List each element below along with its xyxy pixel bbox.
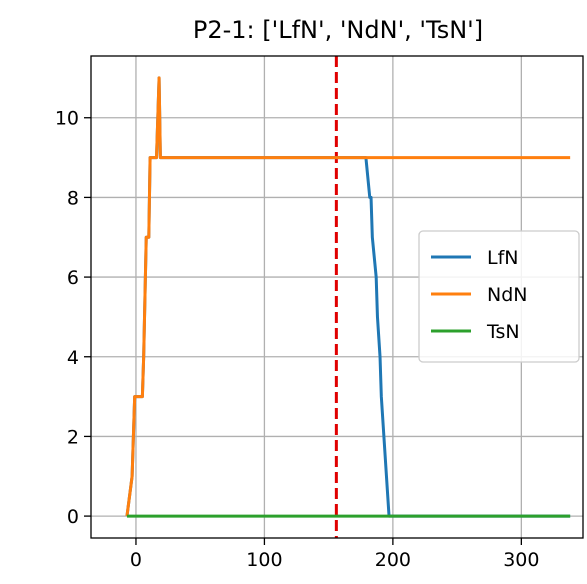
legend-box [418, 230, 580, 363]
y-tick-label: 6 [67, 267, 79, 289]
legend: LfN NdN TsN [418, 230, 580, 363]
y-tick-label: 10 [55, 108, 79, 130]
ticks: 0 100 200 300 0 2 4 6 8 10 [55, 108, 540, 571]
x-tick-label: 100 [246, 549, 282, 571]
y-tick-label: 0 [67, 506, 79, 528]
series-layer [125, 76, 571, 518]
legend-label-ndn: NdN [487, 284, 528, 306]
chart-title: P2-1: ['LfN', 'NdN', 'TsN'] [193, 16, 483, 44]
y-tick-label: 4 [67, 347, 79, 369]
series-line-ndn [125, 76, 571, 517]
x-tick-label: 300 [503, 549, 539, 571]
legend-label-lfn: LfN [487, 247, 519, 269]
x-tick-label: 0 [130, 549, 142, 571]
legend-label-tsn: TsN [486, 321, 520, 343]
x-tick-label: 200 [375, 549, 411, 571]
y-tick-label: 8 [67, 187, 79, 209]
y-tick-label: 2 [67, 426, 79, 448]
plot-frame [90, 55, 584, 539]
